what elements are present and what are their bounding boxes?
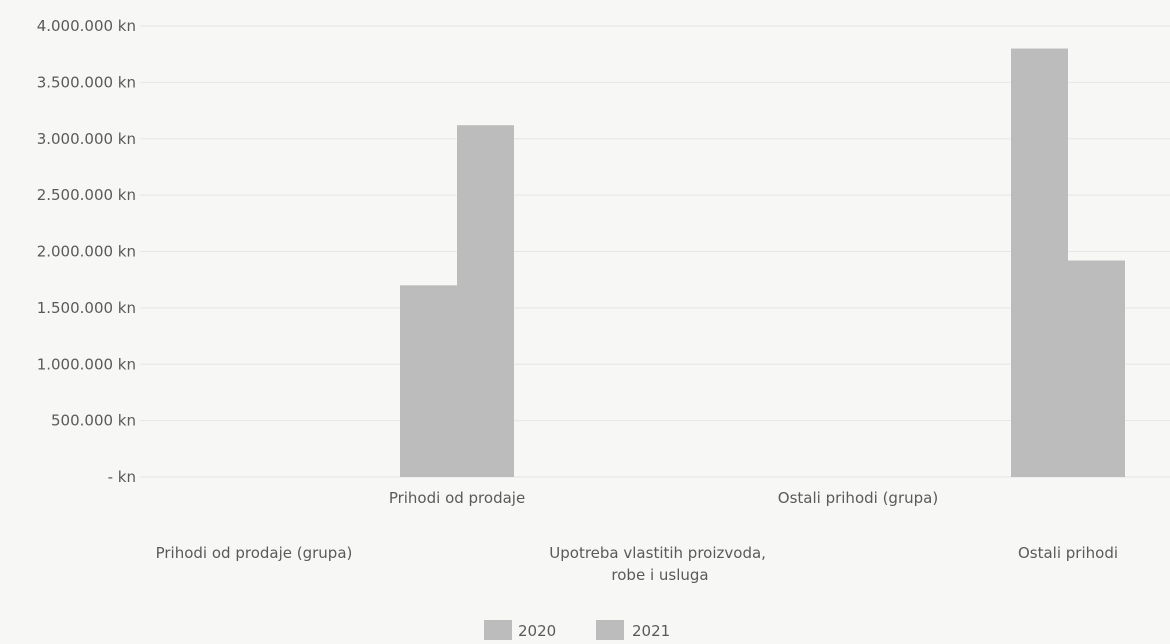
category-label-ostali-prihodi: Ostali prihodi [1018, 544, 1118, 562]
category-label-prihodi-od-prodaje: Prihodi od prodaje [389, 489, 525, 507]
y-tick-label: 1.500.000 kn [37, 299, 136, 317]
category-label-upotreba-vlastitih: Upotreba vlastitih proizvoda, robe i usl… [549, 544, 770, 584]
y-tick-label: 2.000.000 kn [37, 243, 136, 261]
legend: 2020 2021 [484, 620, 670, 640]
y-tick-label: 2.500.000 kn [37, 186, 136, 204]
y-tick-label: 3.500.000 kn [37, 73, 136, 91]
y-tick-label: 3.000.000 kn [37, 130, 136, 148]
legend-swatch-2021 [596, 620, 624, 640]
y-tick-label: 4.000.000 kn [37, 17, 136, 35]
bar-2021-1 [457, 125, 514, 477]
y-axis-ticks: - kn 500.000 kn 1.000.000 kn 1.500.000 kn 2.… [37, 17, 136, 486]
y-tick-label: 500.000 kn [51, 412, 136, 430]
y-tick-label: 1.000.000 kn [37, 355, 136, 373]
gridlines [140, 25, 1170, 478]
bar-2020-4 [1011, 48, 1068, 478]
y-tick-label: - kn [108, 468, 136, 486]
category-label-ostali-prihodi-grupa: Ostali prihodi (grupa) [778, 489, 938, 507]
category-label-prihodi-od-prodaje-grupa: Prihodi od prodaje (grupa) [156, 544, 353, 562]
bars [400, 48, 1125, 478]
bar-2021-4 [1068, 260, 1125, 477]
legend-label-2020: 2020 [518, 622, 556, 640]
legend-label-2021: 2021 [632, 622, 670, 640]
bar-2020-1 [400, 285, 457, 477]
legend-swatch-2020 [484, 620, 512, 640]
